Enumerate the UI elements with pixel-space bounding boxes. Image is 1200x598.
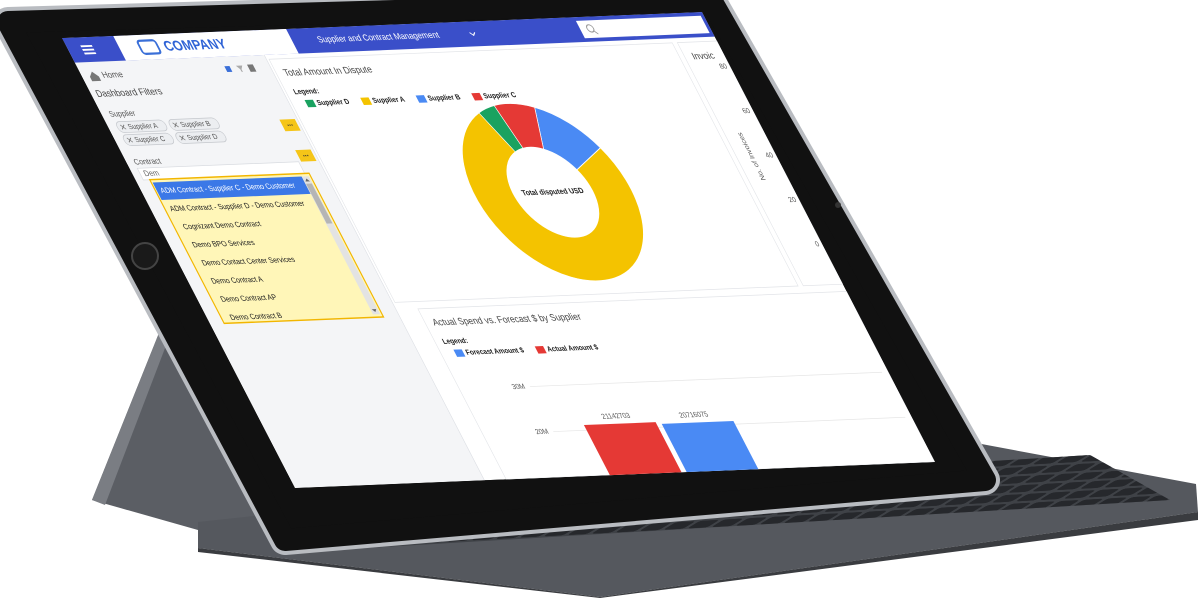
legend-swatch (471, 92, 484, 101)
legend-label: Supplier B (426, 92, 463, 102)
supplier-chip[interactable] (174, 130, 228, 144)
contract-input-text[interactable]: Dem (142, 169, 162, 179)
contract-item[interactable]: Demo BPO Services (190, 238, 256, 249)
legend-title: Legend: (291, 86, 320, 96)
chip-remove[interactable] (119, 124, 127, 130)
legend-label: Supplier A (370, 95, 407, 105)
y-tick-label: 0 (813, 239, 821, 248)
home-link[interactable]: Home (99, 69, 125, 80)
scrollbar-thumb[interactable] (306, 183, 333, 224)
filters-title: Dashboard Filters (94, 86, 165, 100)
chart-title: Invoic (690, 51, 718, 63)
menu-line (82, 48, 95, 51)
contract-item[interactable]: Demo Contract A (209, 275, 265, 286)
legend-swatch (304, 99, 317, 108)
contract-item[interactable]: Cognizant Demo Contract (181, 219, 263, 231)
y-tick-label: 20M (533, 427, 550, 436)
supplier-chip[interactable] (115, 119, 169, 133)
supplier-button-label[interactable]: ... (284, 119, 294, 128)
legend-label: Supplier D (315, 97, 352, 107)
chip-remove[interactable] (179, 135, 186, 141)
contract-label: Contract (132, 157, 164, 167)
legend-label: Supplier C (481, 90, 518, 100)
screen-content: COMPANY Supplier and Contract Management… (62, 11, 935, 520)
logo-text: COMPANY (160, 35, 230, 53)
screen: COMPANY Supplier and Contract Management… (62, 11, 935, 520)
legend-label: Forecast Amount $ (464, 345, 526, 356)
y-tick-label: 60 (740, 106, 752, 115)
sidebar-border (263, 54, 485, 481)
contract-item-selected[interactable] (152, 176, 311, 200)
supplier-chip[interactable] (167, 117, 221, 131)
export-icon[interactable] (246, 64, 257, 72)
scroll-up[interactable] (304, 178, 311, 182)
supplier-chip-label[interactable]: Supplier C (133, 134, 168, 144)
donut-slice[interactable] (493, 103, 556, 151)
search-box[interactable] (575, 15, 710, 39)
chip-remove[interactable] (172, 122, 179, 128)
app-title[interactable]: Supplier and Contract Management (315, 30, 442, 45)
filter-icon[interactable] (235, 65, 246, 73)
menu-line (80, 44, 93, 48)
legend-swatch (534, 346, 547, 354)
bar[interactable] (661, 420, 782, 517)
chart-panel (268, 42, 799, 303)
supplier-button[interactable] (279, 118, 301, 132)
logo-icon (136, 39, 162, 55)
app-title-chevron[interactable] (469, 31, 477, 37)
supplier-chip-label[interactable]: Supplier D (185, 132, 219, 142)
bar[interactable] (583, 422, 705, 520)
menu-icon[interactable] (80, 44, 97, 55)
search-icon (585, 24, 595, 33)
legend-title: Legend: (440, 336, 469, 346)
donut-slice[interactable] (433, 108, 677, 284)
chip-remove[interactable] (126, 137, 134, 143)
grid-icon[interactable] (224, 66, 233, 73)
chart-title: Total Amount In Dispute (281, 64, 374, 78)
stand-edge (92, 318, 175, 505)
contract-item[interactable]: Demo Contract B (228, 311, 284, 322)
supplier-label: Supplier (107, 109, 138, 119)
legend-swatch (360, 97, 373, 106)
contract-button[interactable] (295, 149, 317, 162)
search-icon-handle (594, 30, 599, 35)
y-tick-label: 40 (763, 150, 775, 159)
home-icon[interactable] (87, 71, 102, 82)
bar-value-label: 20716075 (677, 410, 710, 420)
donut-center-label: Total disputed USD (520, 186, 586, 197)
contract-item[interactable]: Demo Contact Center Services (200, 255, 297, 268)
camera (835, 202, 841, 208)
scroll-down[interactable] (371, 309, 378, 313)
y-tick-label: 80 (717, 62, 729, 71)
y-tick-label: 20 (786, 195, 798, 204)
home-button[interactable] (131, 242, 159, 270)
legend-swatch (415, 95, 428, 103)
supplier-chip-label[interactable]: Supplier A (126, 121, 160, 131)
contract-button-label[interactable]: ... (300, 149, 310, 158)
grid-line (529, 371, 883, 387)
contract-item[interactable]: Demo Contract AP (219, 293, 279, 304)
legend-label: Actual Amount $ (545, 342, 600, 353)
supplier-chip-label[interactable]: Supplier B (178, 119, 212, 129)
supplier-chip[interactable] (121, 132, 175, 146)
y-tick-label: 30M (510, 382, 527, 391)
legend-swatch (453, 349, 466, 357)
contract-list: ADM Contract - Supplier C - Demo Custome… (152, 176, 311, 322)
bar-value-label: 21142703 (599, 411, 632, 421)
menu-line (83, 52, 97, 55)
